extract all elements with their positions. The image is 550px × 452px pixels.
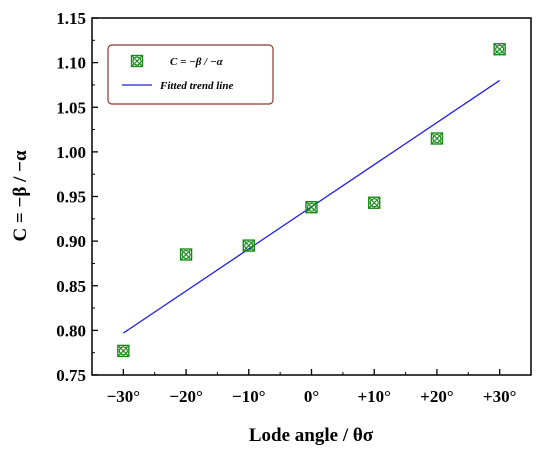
x-axis-tick-labels: −30° −20° −10° 0° +10° +20° +30° — [107, 387, 517, 406]
y-tick-label: 0.95 — [56, 188, 86, 207]
y-axis-ticks — [92, 17, 98, 376]
legend-label-fit: Fitted trend line — [159, 80, 233, 92]
legend: C = −β / −α Fitted trend line — [107, 44, 274, 105]
y-axis-title: C = −β / −α — [10, 150, 31, 241]
legend-label-points: C = −β / −α — [170, 56, 224, 68]
data-point — [242, 239, 255, 252]
x-tick-label: −30° — [107, 387, 141, 406]
x-axis-ticks — [91, 369, 532, 375]
data-point — [430, 132, 444, 145]
y-tick-label: 1.05 — [56, 98, 86, 117]
x-tick-label: +10° — [357, 387, 391, 406]
y-tick-label: 1.00 — [56, 143, 86, 162]
data-point — [179, 248, 193, 261]
y-tick-label: 1.10 — [56, 54, 86, 73]
x-tick-label: +30° — [483, 387, 517, 406]
x-tick-label: −10° — [232, 387, 266, 406]
data-point — [368, 196, 381, 209]
legend-box — [107, 44, 274, 105]
plot-frame — [91, 17, 532, 376]
y-tick-label: 0.90 — [56, 232, 86, 251]
x-tick-label: 0° — [304, 387, 319, 406]
legend-marker-icon — [130, 54, 144, 68]
data-point — [493, 43, 506, 56]
data-point — [117, 344, 130, 358]
y-tick-label: 1.15 — [56, 9, 86, 28]
legend-marker-symbol — [130, 54, 144, 68]
data-points-layer — [117, 43, 506, 358]
y-tick-label: 0.75 — [56, 366, 86, 385]
y-tick-label: 0.80 — [56, 321, 86, 340]
data-point — [305, 201, 318, 214]
x-tick-label: −20° — [169, 387, 203, 406]
y-tick-label: 0.85 — [56, 277, 86, 296]
y-axis-tick-labels: 0.75 0.80 0.85 0.90 0.95 1.00 1.05 1.10 1.15 — [56, 9, 86, 385]
x-tick-label: +20° — [420, 387, 454, 406]
x-axis-title: Lode angle / θσ — [249, 425, 374, 446]
